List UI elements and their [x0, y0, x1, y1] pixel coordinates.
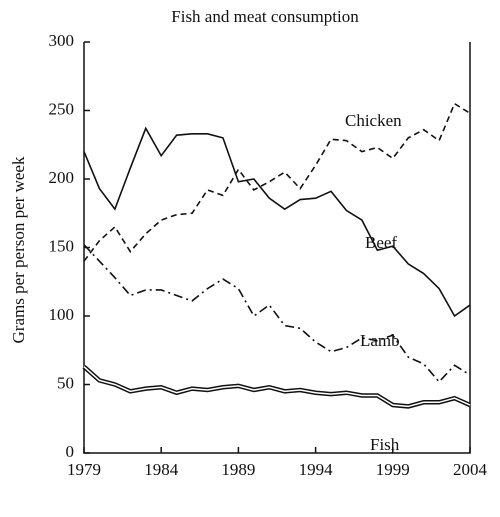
series-line [83, 244, 471, 383]
x-tick-label: 1979 [67, 460, 101, 479]
series-line-inner [83, 366, 471, 408]
y-tick-label: 0 [66, 442, 75, 461]
x-tick-label: 1999 [376, 460, 410, 479]
series-line [82, 365, 471, 409]
series-line [83, 102, 471, 262]
y-tick-label: 150 [49, 236, 75, 255]
y-tick-label: 50 [57, 373, 74, 392]
chart-title: Fish and meat consumption [171, 7, 359, 26]
series-line [83, 126, 471, 318]
x-tick-label: 1994 [299, 460, 334, 479]
y-tick-label: 100 [49, 305, 75, 324]
series-label: Lamb [360, 331, 400, 350]
series-label: Chicken [345, 111, 402, 130]
x-tick-label: 2004 [453, 460, 488, 479]
y-axis-label: Grams per person per week [9, 156, 28, 343]
series-label: Beef [365, 233, 397, 252]
x-tick-label: 1989 [221, 460, 255, 479]
series-label: Fish [370, 435, 400, 454]
y-tick-label: 300 [49, 31, 75, 50]
y-tick-label: 200 [49, 168, 75, 187]
x-tick-label: 1984 [144, 460, 179, 479]
y-tick-label: 250 [49, 99, 75, 118]
